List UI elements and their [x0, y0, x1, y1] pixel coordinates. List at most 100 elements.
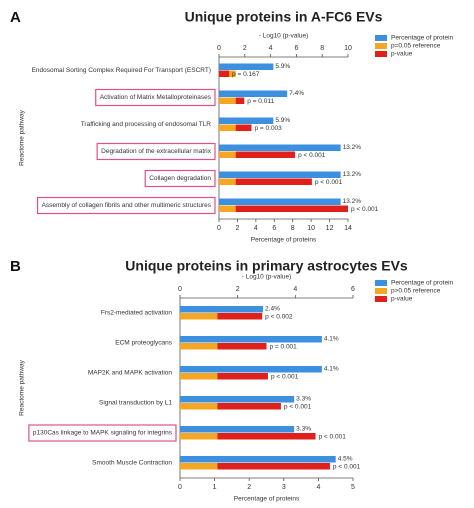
legend-label: p-value: [391, 296, 413, 303]
value-label: 4.5%: [338, 456, 353, 463]
bar: [180, 313, 263, 320]
bar: [180, 456, 336, 463]
bar: [180, 433, 218, 440]
category-label: Assembly of collagen fibrils and other m…: [42, 202, 212, 209]
bar: [180, 373, 218, 380]
value-label: p = 0.011: [247, 98, 274, 105]
x2-tick-label: 6: [294, 45, 298, 52]
x-tick-label: 4: [316, 484, 320, 491]
value-label: p < 0.001: [271, 374, 299, 381]
legend-label: p=0.05 reference: [391, 43, 441, 50]
bar: [180, 343, 267, 350]
bar: [219, 205, 236, 212]
value-label: 13.2%: [343, 171, 362, 178]
panel-label: B: [10, 258, 21, 275]
legend-swatch: [375, 296, 387, 302]
category-label: Activation of Matrix Metalloproteinases: [100, 94, 212, 101]
x-tick-label: 2: [247, 484, 251, 491]
x-tick-label: 0: [217, 225, 221, 232]
bar: [180, 403, 218, 410]
category-label: Frs2-mediated activation: [101, 310, 173, 317]
x2-tick-label: 4: [293, 286, 297, 293]
bar: [219, 117, 274, 124]
category-label: Smooth Muscle Contraction: [92, 460, 172, 467]
bar: [219, 90, 288, 97]
x2-axis-label: - Log10 (p-value): [242, 274, 292, 281]
x2-tick-label: 0: [178, 286, 182, 293]
value-label: p < 0.001: [284, 404, 312, 411]
value-label: p = 0.003: [255, 125, 283, 132]
legend-swatch: [375, 43, 387, 49]
bar: [219, 178, 312, 185]
bar: [219, 97, 236, 104]
bar: [219, 144, 341, 151]
x2-axis-label: - Log10 (p-value): [259, 33, 309, 40]
x2-tick-label: 10: [344, 45, 352, 52]
highlight-box: [28, 424, 177, 442]
x-tick-label: 8: [291, 225, 295, 232]
chart-title: Unique proteins in A-FC6 EVs: [185, 9, 383, 25]
bar: [180, 396, 295, 403]
category-label: Endosomal Sorting Complex Required For T…: [32, 67, 211, 74]
x-tick-label: 10: [307, 225, 315, 232]
bar: [180, 463, 218, 470]
value-label: p < 0.002: [265, 314, 293, 321]
value-label: p = 0.001: [270, 344, 298, 351]
x2-tick-label: 8: [320, 45, 324, 52]
bar: [219, 178, 236, 185]
category-label: Degradation of the extracellular matrix: [101, 148, 212, 155]
category-label: MAP2K and MAPK activation: [88, 370, 173, 377]
value-label: p = 0.167: [232, 71, 260, 78]
x-tick-label: 12: [326, 225, 334, 232]
bar: [180, 433, 316, 440]
bar: [219, 198, 341, 205]
value-label: 3.3%: [296, 426, 311, 433]
x2-tick-label: 4: [269, 45, 273, 52]
bar: [219, 151, 236, 158]
x-tick-label: 6: [272, 225, 276, 232]
bar: [219, 151, 296, 158]
bar: [180, 336, 322, 343]
bar: [219, 70, 230, 77]
legend-swatch: [375, 35, 387, 41]
category-label: Trafficking and processing of endosomal …: [81, 121, 212, 128]
category-label: ECM proteoglycans: [115, 340, 172, 347]
x2-tick-label: 0: [217, 45, 221, 52]
legend-swatch: [375, 51, 387, 57]
value-label: 4.1%: [324, 336, 339, 343]
bar: [180, 403, 281, 410]
bar: [219, 124, 236, 131]
value-label: 13.2%: [343, 198, 362, 205]
x-tick-label: 14: [344, 225, 352, 232]
x-tick-label: 3: [282, 484, 286, 491]
highlight-box: [95, 88, 216, 107]
x-tick-label: 1: [213, 484, 217, 491]
value-label: 5.9%: [275, 63, 290, 70]
legend-swatch: [375, 280, 387, 286]
bar: [180, 426, 295, 433]
x2-tick-label: 6: [351, 286, 355, 293]
chart-title: Unique proteins in primary astrocytes EV…: [125, 258, 408, 274]
bar: [180, 366, 322, 373]
bar: [180, 373, 268, 380]
x2-tick-label: 2: [243, 45, 247, 52]
bar: [180, 463, 330, 470]
panel-label: A: [10, 9, 21, 26]
value-label: 7.4%: [289, 90, 304, 97]
value-label: 13.2%: [343, 144, 362, 151]
bar: [219, 171, 341, 178]
x-tick-label: 2: [235, 225, 239, 232]
y-axis-label: Reactome pathway: [19, 359, 26, 415]
value-label: p < 0.001: [319, 434, 347, 441]
x-tick-label: 0: [178, 484, 182, 491]
highlight-box: [36, 196, 216, 215]
value-label: p < 0.001: [298, 152, 326, 159]
value-label: p < 0.001: [351, 206, 379, 213]
category-label: Collagen degradation: [149, 175, 211, 182]
legend-label: Percentage of protein: [391, 280, 454, 287]
value-label: p < 0.001: [333, 464, 361, 471]
legend-label: p>0.05 reference: [391, 288, 441, 295]
x-axis-label: Percentage of proteins: [251, 237, 317, 244]
bar: [180, 343, 218, 350]
bar: [219, 205, 348, 212]
